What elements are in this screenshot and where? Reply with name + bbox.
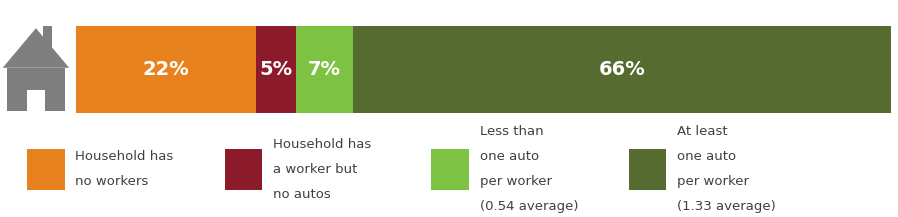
- Text: one auto: one auto: [480, 150, 539, 163]
- Text: At least: At least: [677, 125, 727, 138]
- FancyBboxPatch shape: [76, 26, 256, 113]
- FancyBboxPatch shape: [431, 149, 469, 190]
- Text: one auto: one auto: [677, 150, 736, 163]
- Text: per worker: per worker: [677, 175, 749, 188]
- Text: Household has: Household has: [75, 150, 173, 163]
- FancyBboxPatch shape: [27, 149, 65, 190]
- FancyBboxPatch shape: [256, 26, 296, 113]
- Text: (0.54 average): (0.54 average): [480, 200, 578, 213]
- FancyBboxPatch shape: [27, 90, 45, 111]
- Text: Less than: Less than: [480, 125, 543, 138]
- FancyBboxPatch shape: [629, 149, 666, 190]
- FancyBboxPatch shape: [296, 26, 353, 113]
- Text: 66%: 66%: [599, 60, 646, 79]
- Text: no autos: no autos: [273, 188, 330, 201]
- Text: 7%: 7%: [308, 60, 341, 79]
- FancyBboxPatch shape: [7, 68, 65, 111]
- Text: (1.33 average): (1.33 average): [677, 200, 776, 213]
- Text: Household has: Household has: [273, 138, 371, 151]
- Text: no workers: no workers: [75, 175, 149, 188]
- FancyBboxPatch shape: [353, 26, 891, 113]
- Text: a worker but: a worker but: [273, 163, 357, 176]
- FancyBboxPatch shape: [224, 149, 262, 190]
- Text: 22%: 22%: [143, 60, 189, 79]
- Polygon shape: [3, 28, 69, 68]
- Text: per worker: per worker: [480, 175, 551, 188]
- FancyBboxPatch shape: [43, 26, 52, 54]
- Text: 5%: 5%: [260, 60, 293, 79]
